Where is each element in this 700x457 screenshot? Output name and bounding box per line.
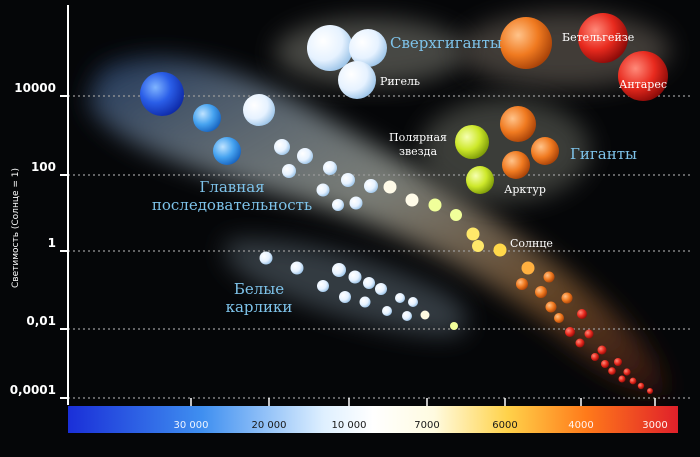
star-giant-orange-2	[531, 137, 559, 165]
label-main-sequence-1: Главная	[199, 178, 264, 196]
main-sequence-stars	[140, 72, 653, 394]
supergiant-stars	[307, 13, 668, 101]
temperature-bar	[68, 406, 678, 433]
label-antares: Антарес	[619, 78, 667, 91]
x-tick-7000: 7000	[414, 420, 439, 431]
x-axis-ticks	[190, 398, 656, 406]
label-betelgeuse: Бетельгейзе	[562, 31, 634, 44]
star-antares	[618, 51, 668, 101]
star-rigel-large	[307, 25, 353, 71]
label-giants: Гиганты	[570, 145, 637, 163]
star-sun	[493, 243, 507, 257]
y-tick-0-0001: 0,0001	[10, 383, 56, 397]
giant-cloud	[420, 98, 590, 202]
x-tick-20000: 20 000	[252, 420, 287, 431]
white-dwarf-stars	[259, 251, 458, 330]
y-axis-ticks	[60, 95, 68, 399]
star-polaris	[455, 125, 489, 159]
star-supergiant-white	[349, 29, 387, 67]
label-white-dwarfs-1: Белые	[234, 280, 284, 298]
label-supergiants: Сверхгиганты	[390, 34, 502, 52]
y-tick-100: 100	[31, 160, 56, 174]
x-tick-6000: 6000	[492, 420, 517, 431]
label-rigel: Ригель	[380, 75, 420, 88]
x-tick-30000: 30 000	[174, 420, 209, 431]
star-supergiant-orange	[500, 17, 552, 69]
x-tick-4000: 4000	[568, 420, 593, 431]
x-tick-10000: 10 000	[332, 420, 367, 431]
star-rigel	[338, 61, 376, 99]
label-polaris-2: звезда	[399, 145, 437, 158]
label-polaris-1: Полярная	[389, 131, 447, 144]
star-giant-orange-1	[500, 106, 536, 142]
star-giant-yellow	[466, 166, 494, 194]
label-arcturus: Арктур	[504, 183, 546, 196]
label-sun: Солнце	[510, 237, 553, 250]
grid-lines	[68, 95, 690, 399]
label-white-dwarfs-2: карлики	[226, 298, 293, 316]
star-betelgeuse	[578, 13, 628, 63]
giant-stars	[455, 106, 559, 194]
y-tick-1: 1	[48, 236, 56, 250]
y-tick-0-01: 0,01	[26, 314, 56, 328]
star-arcturus	[502, 151, 530, 179]
y-tick-10000: 10000	[14, 81, 56, 95]
y-axis-title: Светимость (Солнце = 1)	[11, 168, 21, 288]
label-main-sequence-2: последовательность	[152, 196, 312, 214]
x-tick-3000: 3000	[642, 420, 667, 431]
